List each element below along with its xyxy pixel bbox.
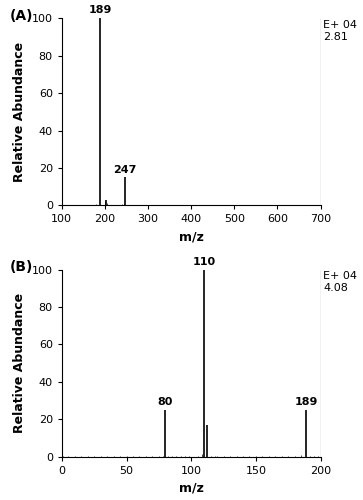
Text: (A): (A) bbox=[10, 9, 33, 23]
Text: 80: 80 bbox=[158, 397, 173, 407]
Text: 247: 247 bbox=[114, 164, 137, 174]
Text: 110: 110 bbox=[193, 257, 216, 267]
X-axis label: m/z: m/z bbox=[179, 482, 204, 494]
Y-axis label: Relative Abundance: Relative Abundance bbox=[13, 42, 26, 182]
Text: 189: 189 bbox=[89, 6, 112, 16]
Text: (B): (B) bbox=[10, 260, 33, 274]
Text: 189: 189 bbox=[295, 397, 318, 407]
Y-axis label: Relative Abundance: Relative Abundance bbox=[13, 293, 26, 434]
Text: E+ 04
2.81: E+ 04 2.81 bbox=[323, 20, 357, 42]
Text: E+ 04
4.08: E+ 04 4.08 bbox=[323, 272, 357, 293]
X-axis label: m/z: m/z bbox=[179, 230, 204, 243]
